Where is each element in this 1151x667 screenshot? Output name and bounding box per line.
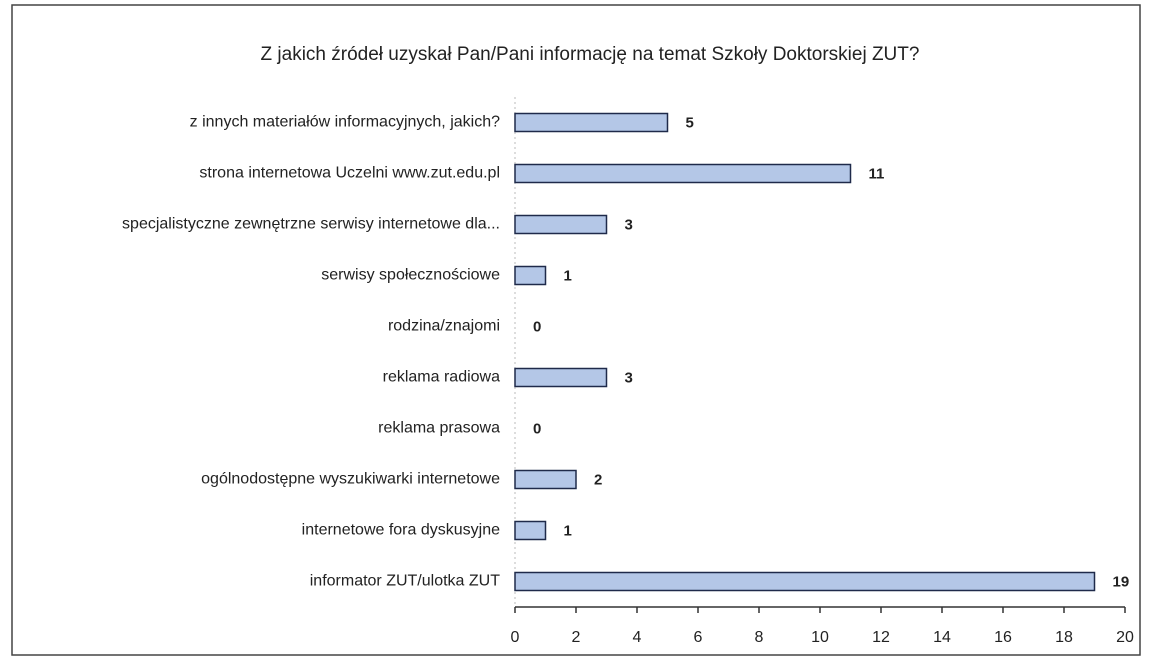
y-tick-label: rodzina/znajomi xyxy=(388,318,500,335)
value-label: 3 xyxy=(625,369,633,386)
bar xyxy=(514,469,577,490)
bar xyxy=(514,163,852,184)
y-tick-label: ogólnodostępne wyszukiwarki internetowe xyxy=(201,471,500,488)
value-label: 2 xyxy=(594,471,602,488)
bar xyxy=(514,520,547,541)
value-label: 11 xyxy=(869,165,885,182)
x-tick-label: 12 xyxy=(872,629,890,646)
chart-title: Z jakich źródeł uzyskał Pan/Pani informa… xyxy=(261,44,920,65)
bar xyxy=(514,214,608,235)
chart-border xyxy=(11,4,1141,656)
value-label: 0 xyxy=(533,420,541,437)
x-tick-label: 6 xyxy=(694,629,703,646)
y-tick-label: informator ZUT/ulotka ZUT xyxy=(310,573,500,590)
x-tick-label: 8 xyxy=(755,629,764,646)
value-label: 5 xyxy=(686,114,694,131)
y-tick-label: specjalistyczne zewnętrzne serwisy inter… xyxy=(122,216,500,233)
bar xyxy=(514,571,1096,592)
y-tick-label: reklama prasowa xyxy=(378,420,500,437)
y-tick-label: serwisy społecznościowe xyxy=(321,267,500,284)
value-label: 1 xyxy=(564,267,572,284)
x-tick-label: 2 xyxy=(572,629,581,646)
x-tick-label: 18 xyxy=(1055,629,1073,646)
value-label: 3 xyxy=(625,216,633,233)
bar xyxy=(514,112,669,133)
x-tick-label: 16 xyxy=(994,629,1012,646)
y-tick-label: internetowe fora dyskusyjne xyxy=(302,522,500,539)
bar xyxy=(514,367,608,388)
y-tick-label: reklama radiowa xyxy=(383,369,500,386)
y-tick-label: strona internetowa Uczelni www.zut.edu.p… xyxy=(199,165,500,182)
y-tick-label: z innych materiałów informacyjnych, jaki… xyxy=(190,114,500,131)
value-label: 0 xyxy=(533,318,541,335)
value-label: 1 xyxy=(564,522,572,539)
x-tick-label: 4 xyxy=(633,629,642,646)
bar xyxy=(514,265,547,286)
x-tick-label: 20 xyxy=(1116,629,1134,646)
x-tick-label: 10 xyxy=(811,629,829,646)
x-tick-label: 14 xyxy=(933,629,951,646)
value-label: 19 xyxy=(1113,573,1130,590)
x-tick-label: 0 xyxy=(511,629,520,646)
